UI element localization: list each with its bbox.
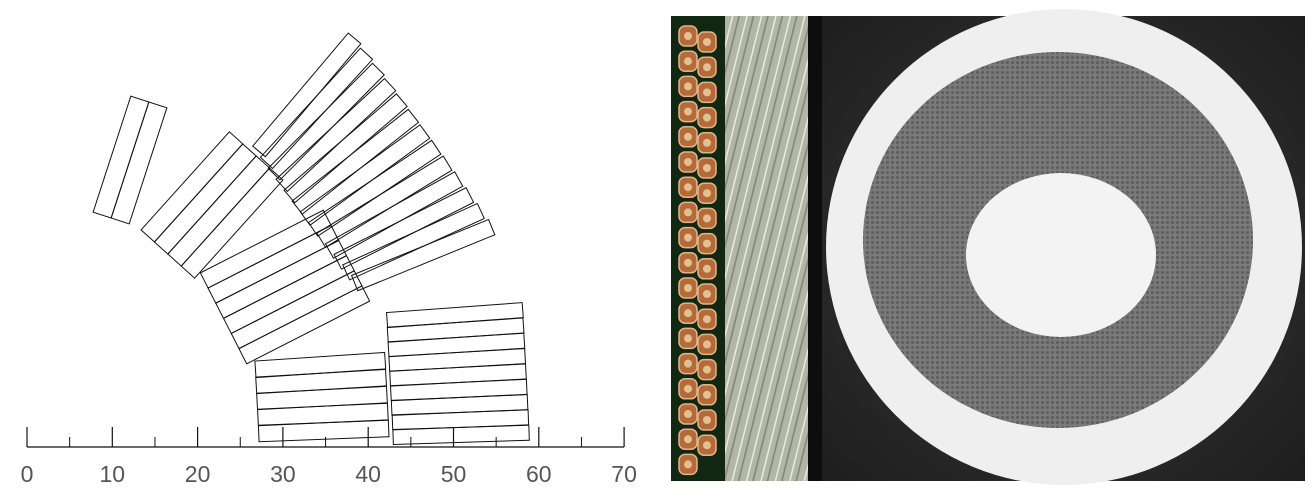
coil-cable	[257, 419, 390, 443]
coil-cable	[350, 218, 496, 292]
coil-cable	[267, 62, 385, 181]
wire-cross-section-photo	[822, 9, 1305, 485]
coil-cable	[110, 101, 168, 225]
coil-block	[140, 131, 284, 279]
coil-cable	[385, 302, 524, 329]
strand-photo	[671, 16, 725, 481]
twisted-cable-photo	[725, 16, 810, 481]
coil-cable	[283, 93, 408, 204]
axis-tick-label: 40	[355, 461, 381, 487]
coil-cross-section-diagram	[92, 32, 530, 446]
coil-cable	[387, 332, 526, 358]
strand-cross-sections	[678, 25, 717, 476]
coil-cable	[307, 139, 442, 237]
coil-cable	[222, 255, 355, 335]
axis-tick-label: 30	[270, 461, 296, 487]
coil-cable	[199, 209, 332, 289]
coil-block	[92, 95, 168, 225]
coil-cable	[386, 317, 525, 343]
coil-cable	[392, 424, 530, 446]
coil-block	[199, 209, 371, 365]
coil-block	[254, 351, 390, 443]
axis-tick-labels: 0 10 20 30 40 50 60 70	[21, 461, 637, 487]
coil-cable	[167, 155, 271, 267]
axis-tick-label: 50	[441, 461, 467, 487]
coil-cable	[180, 167, 284, 279]
coil-cable	[316, 155, 453, 248]
coil-cable	[92, 95, 150, 219]
separator-band	[808, 16, 822, 481]
axis-tick-label: 0	[21, 461, 34, 487]
coil-cable	[215, 239, 348, 319]
coil-cable	[140, 131, 244, 243]
coil-block	[385, 302, 530, 446]
axis-ticks	[26, 427, 625, 447]
coil-cable	[275, 77, 397, 193]
inner-core	[966, 173, 1156, 337]
axis-tick-label: 70	[611, 461, 637, 487]
axis-tick-label: 20	[185, 461, 211, 487]
axis-tick-label: 60	[526, 461, 552, 487]
coil-cable	[153, 143, 257, 255]
coil-cable	[238, 285, 371, 365]
scale-axis: 0 10 20 30 40 50 60 70	[21, 427, 637, 487]
coil-block	[252, 32, 496, 292]
coil-cable	[230, 270, 363, 350]
axis-tick-label: 10	[100, 461, 126, 487]
